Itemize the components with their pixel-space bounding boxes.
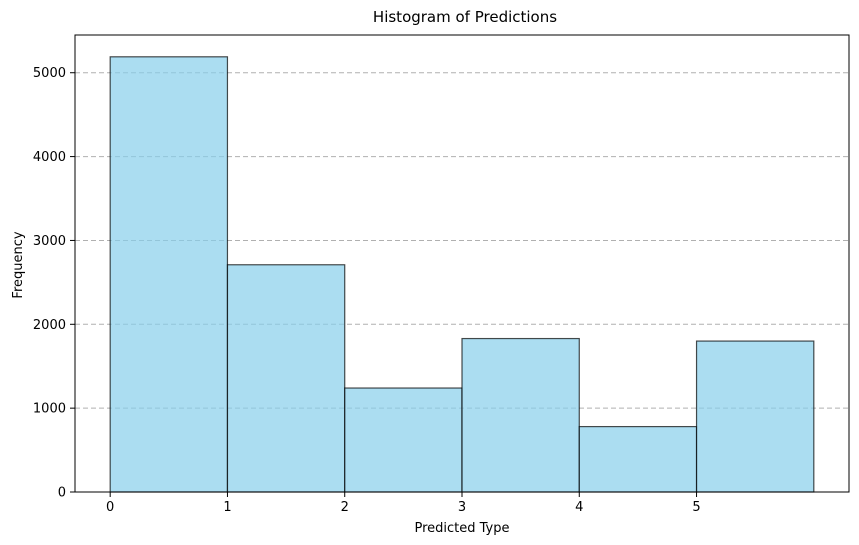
y-tick-label: 4000	[33, 150, 66, 165]
histogram-bar	[109, 56, 229, 493]
x-axis-title: Predicted Type	[414, 521, 509, 536]
y-axis-ticks: 0 1000 2000 3000 4000 5000	[33, 66, 75, 501]
histogram-bar	[578, 425, 698, 493]
y-tick-label: 5000	[33, 66, 66, 81]
y-axis-title: Frequency	[11, 231, 26, 298]
y-tick-label: 1000	[33, 402, 66, 417]
y-tick-label: 0	[58, 486, 66, 501]
x-tick-label: 5	[692, 500, 700, 515]
x-tick-label: 0	[106, 500, 114, 515]
histogram-bar	[695, 340, 815, 493]
bars	[109, 56, 815, 493]
x-axis-ticks: 0 1 2 3 4 5	[106, 492, 701, 515]
chart-title: Histogram of Predictions	[373, 8, 557, 26]
x-tick-label: 4	[575, 500, 583, 515]
x-tick-label: 1	[223, 500, 231, 515]
histogram-bar	[461, 337, 580, 493]
x-tick-label: 3	[458, 500, 466, 515]
y-tick-label: 3000	[33, 234, 66, 249]
histogram-bar	[226, 264, 346, 493]
histogram-bar	[344, 387, 463, 493]
x-tick-label: 2	[341, 500, 349, 515]
y-tick-label: 2000	[33, 318, 66, 333]
